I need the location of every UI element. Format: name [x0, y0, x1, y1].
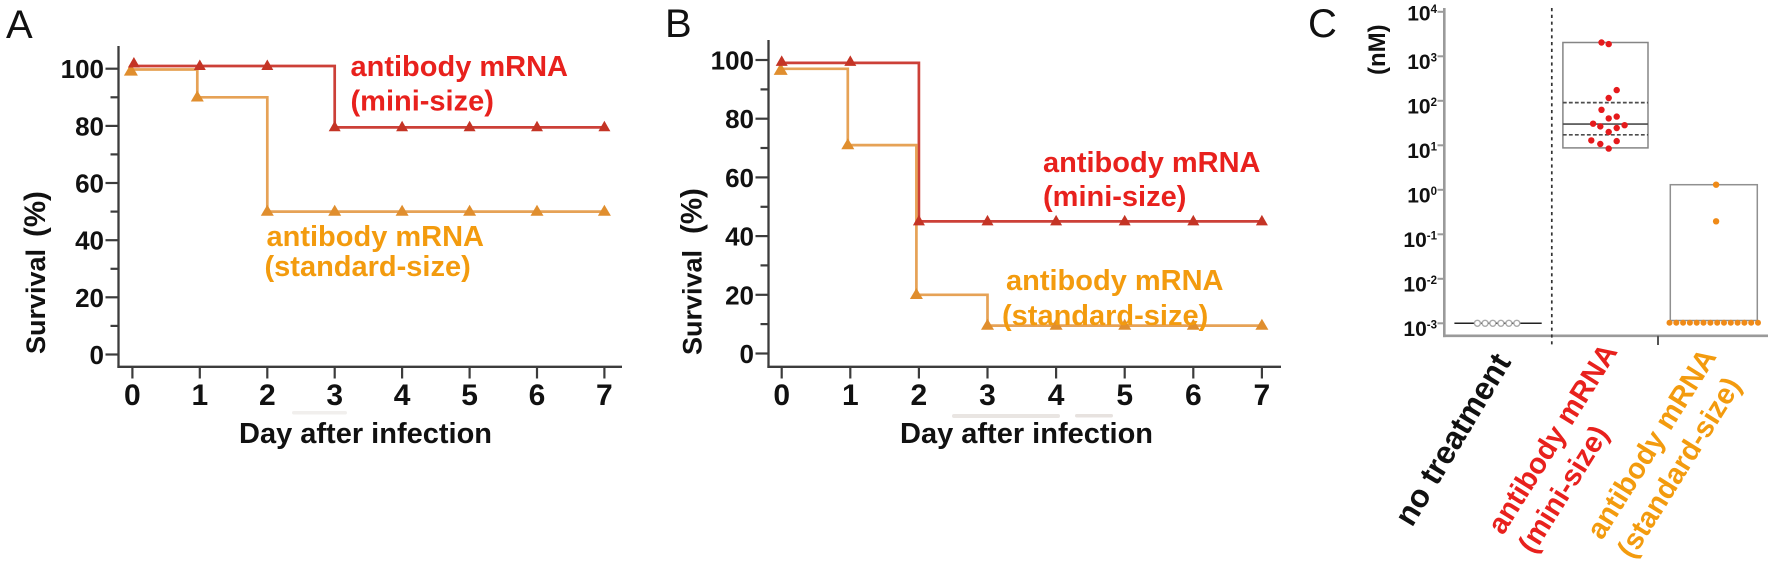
- svg-text:40: 40: [75, 226, 104, 256]
- svg-text:80: 80: [725, 104, 754, 134]
- svg-text:2: 2: [259, 379, 276, 412]
- svg-text:5: 5: [461, 379, 478, 412]
- svg-text:102: 102: [1407, 95, 1437, 118]
- svg-text:1: 1: [842, 379, 859, 412]
- svg-text:C: C: [1308, 2, 1337, 46]
- svg-text:Survival: Survival: [21, 249, 51, 354]
- svg-text:40: 40: [725, 222, 754, 252]
- svg-text:0: 0: [740, 339, 754, 369]
- svg-text:B: B: [665, 2, 692, 46]
- svg-text:Day after infection: Day after infection: [239, 418, 492, 450]
- svg-text:0: 0: [90, 340, 104, 370]
- svg-text:antibody mRNA: antibody mRNA: [1006, 265, 1224, 297]
- svg-text:A: A: [6, 3, 33, 47]
- svg-text:3: 3: [979, 379, 996, 412]
- svg-text:5: 5: [1116, 379, 1133, 412]
- svg-text:(mini-size): (mini-size): [351, 86, 494, 118]
- svg-text:4: 4: [394, 379, 411, 412]
- svg-text:(%): (%): [19, 191, 52, 237]
- svg-text:4: 4: [1048, 379, 1065, 412]
- svg-text:(mini-size): (mini-size): [1043, 181, 1186, 213]
- svg-text:0: 0: [773, 379, 790, 412]
- svg-text:104: 104: [1407, 2, 1437, 25]
- svg-text:1: 1: [191, 379, 208, 412]
- svg-text:6: 6: [1185, 379, 1202, 412]
- svg-text:(standard-size): (standard-size): [265, 251, 471, 283]
- svg-text:20: 20: [725, 280, 754, 310]
- svg-text:60: 60: [75, 169, 104, 199]
- svg-text:antibody mRNA: antibody mRNA: [267, 221, 485, 253]
- svg-text:7: 7: [1254, 379, 1271, 412]
- svg-text:7: 7: [596, 379, 613, 412]
- svg-text:100: 100: [61, 54, 104, 84]
- svg-text:80: 80: [75, 111, 104, 141]
- svg-text:20: 20: [75, 283, 104, 313]
- svg-text:(standard-size): (standard-size): [1002, 300, 1208, 332]
- svg-text:(%): (%): [676, 188, 709, 234]
- svg-text:0: 0: [124, 379, 141, 412]
- svg-text:60: 60: [725, 163, 754, 193]
- svg-text:antibody mRNA: antibody mRNA: [1043, 147, 1261, 179]
- svg-text:3: 3: [326, 379, 343, 412]
- svg-text:Day after infection: Day after infection: [900, 418, 1153, 450]
- svg-text:Survival: Survival: [678, 250, 708, 355]
- svg-text:6: 6: [529, 379, 546, 412]
- svg-text:100: 100: [1407, 184, 1437, 207]
- svg-text:103: 103: [1407, 51, 1437, 74]
- svg-text:101: 101: [1407, 140, 1437, 163]
- svg-text:100: 100: [711, 46, 754, 76]
- svg-text:antibody mRNA: antibody mRNA: [351, 51, 569, 83]
- svg-text:(nM): (nM): [1364, 24, 1391, 75]
- svg-text:2: 2: [911, 379, 928, 412]
